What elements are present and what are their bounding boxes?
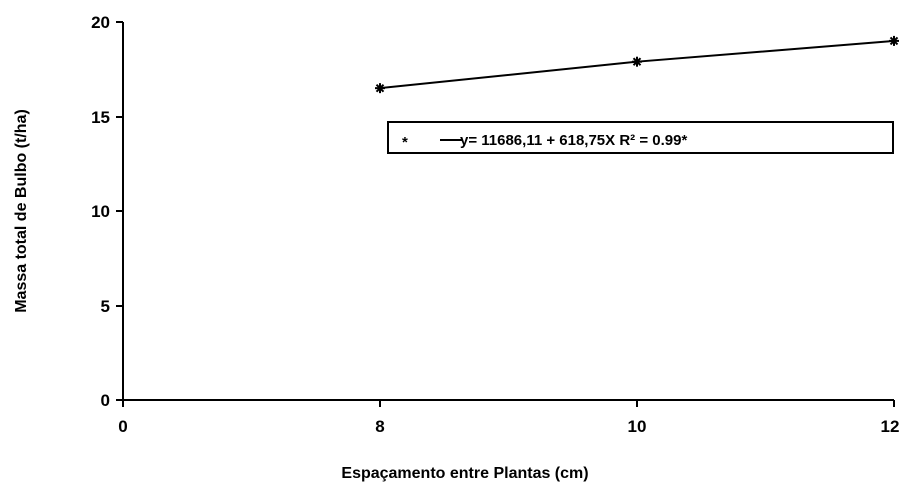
legend-equation: y= 11686,11 + 618,75X R² = 0.99* <box>460 132 687 149</box>
data-point-marker <box>632 56 642 67</box>
y-tick-label: 0 <box>101 391 110 410</box>
series-layer <box>375 35 899 94</box>
y-ticks <box>116 21 123 401</box>
y-tick-label: 10 <box>91 202 110 221</box>
data-point-marker <box>375 83 385 94</box>
legend: * y= 11686,11 + 618,75X R² = 0.99* <box>387 121 894 154</box>
x-tick-label: 0 <box>118 417 127 436</box>
x-axis-title: Espaçamento entre Plantas (cm) <box>341 465 588 482</box>
y-tick-label: 5 <box>101 297 110 316</box>
y-axis-title: Massa total de Bulbo (t/ha) <box>13 109 30 313</box>
x-tick-label: 8 <box>375 417 384 436</box>
legend-box <box>387 121 894 154</box>
data-point-marker <box>889 35 899 46</box>
y-tick-label: 15 <box>91 108 110 127</box>
x-tick-label: 10 <box>628 417 647 436</box>
x-ticks <box>122 400 895 407</box>
x-tick-label: 12 <box>881 417 900 436</box>
y-tick-label: 20 <box>91 13 110 32</box>
legend-marker: * <box>402 134 408 151</box>
